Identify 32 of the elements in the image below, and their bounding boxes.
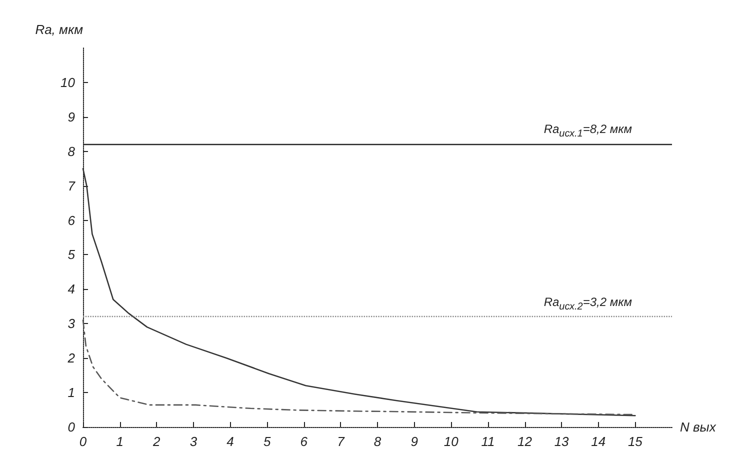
- x-tick-label: 3: [190, 434, 198, 449]
- x-tick-label: 1: [116, 434, 124, 449]
- y-tick-label: 4: [68, 282, 75, 297]
- y-tick-label: 6: [68, 212, 76, 228]
- x-tick-label: 8: [374, 434, 382, 449]
- x-tick-label: 12: [518, 434, 533, 449]
- x-tick-label: 10: [444, 434, 460, 449]
- x-tick-label: 13: [554, 434, 570, 449]
- x-tick-label: 15: [628, 434, 644, 449]
- y-tick-label: 9: [68, 109, 75, 124]
- y-tick-label: 1: [68, 385, 75, 400]
- x-tick-label: 11: [481, 434, 495, 449]
- x-tick-label: 0: [79, 434, 88, 449]
- x-axis-title: N вых: [680, 420, 716, 434]
- x-tick-label: 4: [226, 434, 234, 449]
- x-tick-label: 6: [300, 434, 308, 449]
- y-tick-label: 10: [60, 74, 76, 90]
- y-tick-label: 3: [68, 316, 76, 332]
- ref-line-label: Ra$_{исх.2}$=3,2 мкм: [544, 294, 632, 314]
- y-tick-label: 0: [68, 420, 76, 434]
- x-tick-label: 14: [591, 434, 606, 449]
- y-tick-label: 2: [66, 350, 76, 366]
- y-tick-label: 7: [68, 178, 76, 194]
- y-tick-label: 5: [68, 247, 76, 262]
- x-tick-label: 2: [152, 434, 162, 449]
- x-tick-label: 7: [337, 434, 346, 449]
- y-tick-label: 8: [68, 144, 76, 159]
- x-tick-label: 9: [410, 434, 418, 449]
- x-tick-label: 5: [263, 434, 272, 449]
- y-axis-title: Ra, мкм: [35, 22, 84, 37]
- ref-line-label: Ra$_{исх.1}$=8,2 мкм: [544, 122, 632, 142]
- line-series: [82, 168, 636, 416]
